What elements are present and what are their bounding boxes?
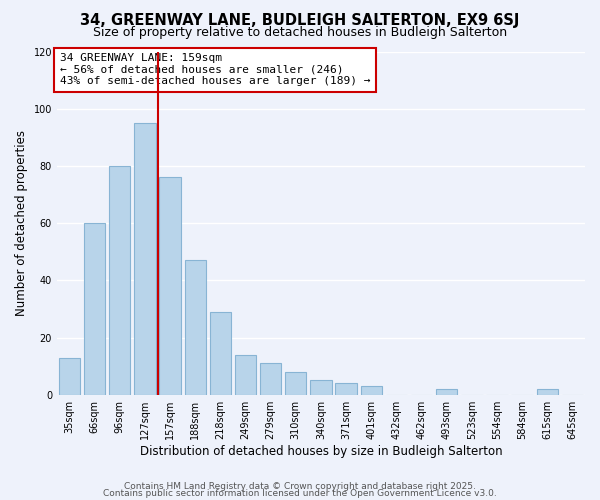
Text: Contains HM Land Registry data © Crown copyright and database right 2025.: Contains HM Land Registry data © Crown c…	[124, 482, 476, 491]
Y-axis label: Number of detached properties: Number of detached properties	[15, 130, 28, 316]
Bar	[134, 123, 155, 394]
Bar	[185, 260, 206, 394]
Text: 34 GREENWAY LANE: 159sqm
← 56% of detached houses are smaller (246)
43% of semi-: 34 GREENWAY LANE: 159sqm ← 56% of detach…	[59, 53, 370, 86]
Bar	[310, 380, 332, 394]
Bar	[59, 358, 80, 395]
Bar	[436, 389, 457, 394]
Text: Contains public sector information licensed under the Open Government Licence v3: Contains public sector information licen…	[103, 488, 497, 498]
Text: 34, GREENWAY LANE, BUDLEIGH SALTERTON, EX9 6SJ: 34, GREENWAY LANE, BUDLEIGH SALTERTON, E…	[80, 12, 520, 28]
Bar	[209, 312, 231, 394]
Text: Size of property relative to detached houses in Budleigh Salterton: Size of property relative to detached ho…	[93, 26, 507, 39]
Bar	[536, 389, 558, 394]
Bar	[335, 384, 357, 394]
Bar	[109, 166, 130, 394]
Bar	[160, 178, 181, 394]
Bar	[84, 223, 106, 394]
Bar	[260, 363, 281, 394]
Bar	[235, 354, 256, 395]
X-axis label: Distribution of detached houses by size in Budleigh Salterton: Distribution of detached houses by size …	[140, 444, 502, 458]
Bar	[361, 386, 382, 394]
Bar	[285, 372, 307, 394]
